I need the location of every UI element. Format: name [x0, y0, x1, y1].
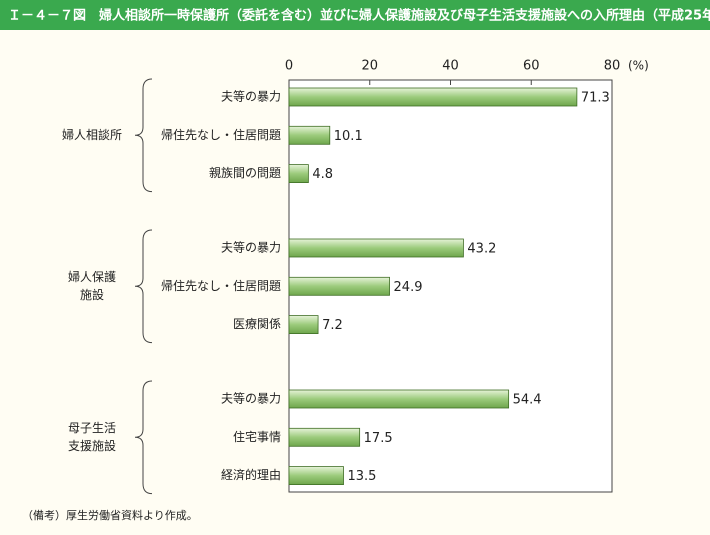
category-label: 夫等の暴力	[221, 392, 281, 406]
bar	[288, 427, 361, 447]
group-label: 母子生活	[68, 421, 116, 435]
group-label: 支援施設	[68, 438, 116, 453]
category-label: 帰住先なし・住居問題	[161, 279, 281, 293]
bar	[288, 164, 309, 184]
x-unit: (%)	[628, 59, 649, 73]
chart-title: Ｉ－４－７図 婦人相談所一時保護所（委託を含む）並びに婦人保護施設及び母子生活支…	[8, 8, 710, 24]
x-tick-label: 20	[361, 59, 378, 74]
bar	[288, 315, 319, 335]
brace	[134, 229, 153, 344]
bar	[288, 238, 464, 258]
value-label: 7.2	[322, 318, 343, 333]
category-label: 帰住先なし・住居問題	[161, 128, 281, 142]
x-tick-label: 60	[523, 59, 540, 74]
category-label: 経済的理由	[221, 467, 281, 482]
title-bar	[0, 0, 710, 30]
bar	[288, 125, 331, 145]
group-label: 施設	[80, 287, 104, 302]
bar	[288, 276, 390, 296]
group-label: 婦人保護	[68, 269, 116, 284]
bar	[288, 87, 578, 107]
category-label: 住宅事情	[233, 429, 281, 444]
bar	[288, 466, 344, 486]
brace	[134, 380, 153, 495]
value-label: 17.5	[364, 431, 393, 446]
category-label: 夫等の暴力	[221, 90, 281, 104]
x-tick-label: 80	[604, 59, 621, 74]
brace	[134, 78, 153, 193]
value-label: 54.4	[513, 393, 542, 408]
value-label: 10.1	[334, 129, 363, 144]
value-label: 24.9	[394, 280, 423, 295]
note: （備考）厚生労働省資料より作成。	[22, 508, 198, 522]
category-label: 夫等の暴力	[221, 241, 281, 255]
group-label: 婦人相談所	[62, 127, 122, 142]
value-label: 43.2	[467, 242, 496, 257]
bar	[288, 389, 510, 409]
category-label: 親族間の問題	[209, 166, 281, 180]
x-tick-label: 0	[285, 59, 293, 74]
value-label: 4.8	[312, 167, 333, 182]
value-label: 71.3	[581, 91, 610, 106]
value-label: 13.5	[348, 469, 377, 484]
x-tick-label: 40	[442, 59, 459, 74]
category-label: 医療関係	[233, 317, 281, 331]
